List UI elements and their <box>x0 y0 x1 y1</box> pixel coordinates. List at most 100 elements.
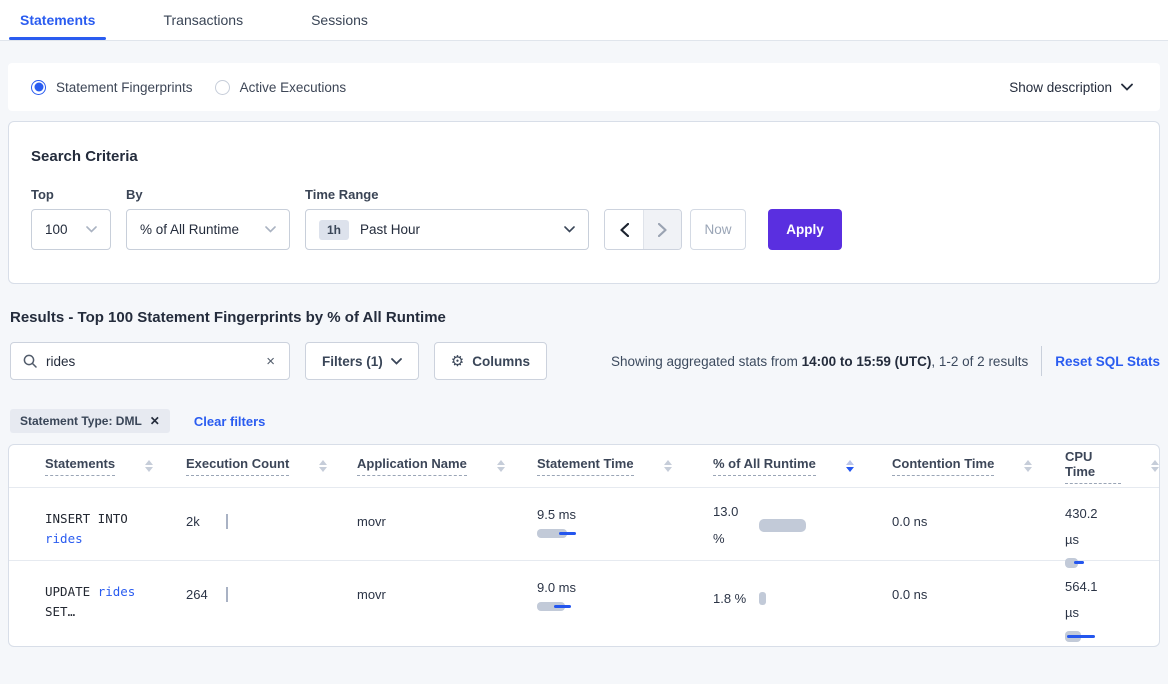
top-select[interactable]: 100 <box>31 209 111 250</box>
time-range-badge: 1h <box>319 219 350 240</box>
runtime-pct-value: 1.8 % <box>713 591 747 606</box>
time-range-value: Past Hour <box>360 222 421 237</box>
column-header-execution-count[interactable]: Execution Count <box>186 456 357 476</box>
reset-sql-stats-link[interactable]: Reset SQL Stats <box>1055 353 1160 369</box>
runtime-pct-bar <box>759 592 766 605</box>
sort-icon[interactable] <box>145 460 154 472</box>
statement-link[interactable]: rides <box>97 584 136 599</box>
tab-transactions-label: Transactions <box>163 12 244 28</box>
by-select[interactable]: % of All Runtime <box>126 209 290 250</box>
search-icon <box>23 354 37 368</box>
cpu-time-cell: 430.2 µs <box>1065 488 1159 568</box>
by-select-value: % of All Runtime <box>140 222 240 237</box>
execution-count-value: 264 <box>186 587 208 603</box>
contention-time-value: 0.0 ns <box>892 514 928 529</box>
statement-time-bar <box>537 529 597 538</box>
top-tab-bar: Statements Transactions Sessions <box>0 0 1168 41</box>
time-range-label: Time Range <box>305 187 379 202</box>
columns-button-label: Columns <box>472 353 530 369</box>
filters-button[interactable]: Filters (1) <box>305 342 419 380</box>
chevron-right-icon <box>658 222 667 237</box>
tab-statements[interactable]: Statements <box>9 0 107 40</box>
chevron-down-icon <box>390 357 402 365</box>
execution-count-value: 2k <box>186 514 200 530</box>
contention-time-cell: 0.0 ns <box>892 488 1065 560</box>
column-label: CPU Time <box>1065 449 1121 484</box>
statement-link[interactable]: rides <box>45 531 83 546</box>
radio-statement-fingerprints[interactable]: Statement Fingerprints <box>31 79 193 95</box>
sort-desc-active-icon[interactable] <box>845 460 854 472</box>
view-toggle-bar: Statement Fingerprints Active Executions… <box>8 63 1160 111</box>
radio-selected-icon <box>31 79 46 95</box>
sort-icon[interactable] <box>496 460 505 472</box>
column-label: Contention Time <box>892 456 995 476</box>
chevron-down-icon <box>564 226 575 233</box>
next-time-button[interactable] <box>643 210 681 249</box>
tab-transactions[interactable]: Transactions <box>152 0 254 40</box>
columns-button[interactable]: ⚙ Columns <box>433 342 547 380</box>
runtime-pct-bar <box>759 519 806 532</box>
sort-icon[interactable] <box>1151 460 1159 472</box>
filter-chip-label: Statement Type: DML <box>20 414 142 428</box>
sql-text: INSERT INTO <box>45 511 128 526</box>
column-header-contention-time[interactable]: Contention Time <box>892 456 1065 476</box>
sort-icon[interactable] <box>1024 460 1033 472</box>
application-name-cell: movr <box>357 561 537 634</box>
column-header-statements[interactable]: Statements <box>45 456 186 476</box>
contention-time-value: 0.0 ns <box>892 587 928 602</box>
runtime-pct-value: 13.0 % <box>713 504 739 546</box>
application-name-value: movr <box>357 587 386 602</box>
cpu-time-value: 430.2 <box>1065 506 1098 521</box>
execution-count-bar <box>226 514 228 530</box>
radio-active-executions-label: Active Executions <box>239 79 347 95</box>
apply-button[interactable]: Apply <box>768 209 842 250</box>
cpu-time-value: 564.1 <box>1065 579 1098 594</box>
sql-text: SET… <box>45 604 76 619</box>
show-description-toggle[interactable]: Show description <box>1009 80 1133 95</box>
gear-icon: ⚙ <box>450 352 465 370</box>
column-header-cpu-time[interactable]: CPU Time <box>1065 449 1159 484</box>
statement-search-box[interactable]: × <box>10 342 290 380</box>
column-header-application-name[interactable]: Application Name <box>357 456 537 476</box>
cpu-time-unit: µs <box>1065 532 1079 547</box>
search-input[interactable] <box>46 353 265 369</box>
results-toolbar: × Filters (1) ⚙ Columns Showing aggregat… <box>8 342 1160 380</box>
runtime-pct-cell: 13.0 % <box>713 488 892 560</box>
cpu-time-cell: 564.1 µs <box>1065 561 1159 642</box>
execution-count-cell: 2k <box>186 488 357 560</box>
tab-sessions-label: Sessions <box>311 12 368 28</box>
runtime-pct-cell: 1.8 % <box>713 561 892 634</box>
clear-filters-link[interactable]: Clear filters <box>193 413 266 429</box>
table-row: INSERT INTO rides 2k movr 9.5 ms 13.0 % … <box>9 488 1159 568</box>
sort-icon[interactable] <box>319 460 328 472</box>
statement-cell: UPDATE rides SET… <box>45 561 186 634</box>
chevron-down-icon <box>265 226 276 233</box>
statement-time-value: 9.5 ms <box>537 507 577 522</box>
cpu-time-bar <box>1065 558 1125 568</box>
cpu-time-unit: µs <box>1065 605 1079 620</box>
statement-cell: INSERT INTO rides <box>45 488 186 560</box>
tab-statements-label: Statements <box>20 12 96 28</box>
prev-time-button[interactable] <box>605 210 643 249</box>
sql-text: UPDATE <box>45 584 98 599</box>
chevron-left-icon <box>619 222 629 237</box>
remove-filter-icon[interactable]: ✕ <box>149 414 160 428</box>
radio-active-executions[interactable]: Active Executions <box>214 79 347 95</box>
column-header-runtime-pct[interactable]: % of All Runtime <box>713 456 892 476</box>
stats-time-range: 14:00 to 15:59 (UTC) <box>801 353 932 369</box>
top-select-value: 100 <box>45 222 68 237</box>
column-header-statement-time[interactable]: Statement Time <box>537 456 713 476</box>
time-range-select[interactable]: 1h Past Hour <box>305 209 589 250</box>
time-range-pager <box>604 209 682 250</box>
show-description-label: Show description <box>1009 79 1112 95</box>
table-row: UPDATE rides SET… 264 movr 9.0 ms 1.8 % … <box>9 561 1159 642</box>
tab-sessions[interactable]: Sessions <box>300 0 379 40</box>
sort-icon[interactable] <box>663 460 672 472</box>
statement-time-cell: 9.0 ms <box>537 561 713 634</box>
now-button[interactable]: Now <box>690 209 746 250</box>
chevron-down-icon <box>86 226 97 233</box>
statement-time-value: 9.0 ms <box>537 580 577 595</box>
results-heading: Results - Top 100 Statement Fingerprints… <box>10 309 446 326</box>
clear-search-icon[interactable]: × <box>266 352 275 370</box>
search-criteria-title: Search Criteria <box>31 148 138 165</box>
